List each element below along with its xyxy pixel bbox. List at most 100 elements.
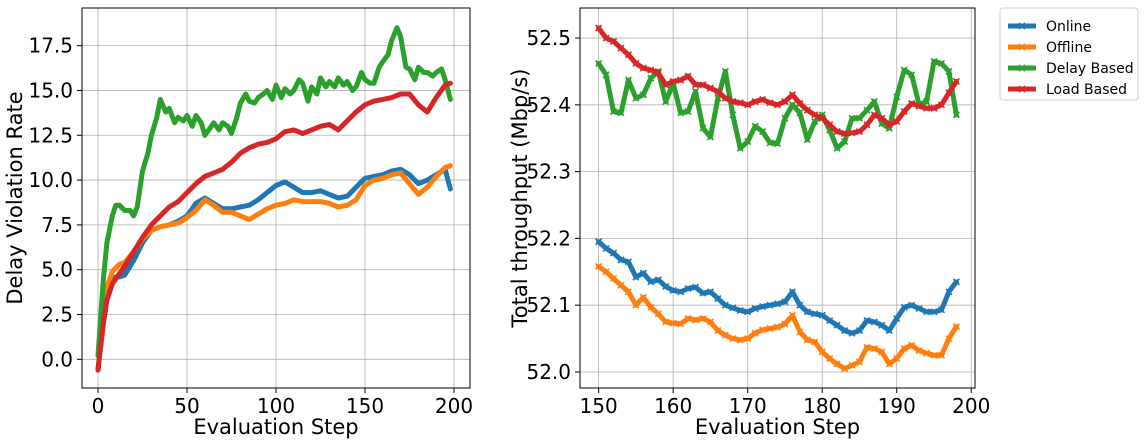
p0-y-tick-label: 7.5: [41, 213, 73, 237]
p1-point-offline: [811, 338, 819, 346]
p1-point-online: [930, 308, 938, 316]
p1-point-online: [952, 278, 960, 286]
p1-point-delay-based: [803, 135, 811, 144]
p1-point-load-based: [878, 114, 886, 122]
p1-point-load-based: [736, 99, 744, 107]
p1-point-offline: [900, 345, 908, 353]
p1-point-delay-based: [855, 114, 864, 122]
p1-point-online: [684, 284, 692, 293]
p1-y-tick-label: 52.0: [526, 360, 571, 384]
p1-point-online: [811, 310, 819, 318]
p1-point-online: [833, 321, 841, 329]
p1-point-delay-based: [721, 67, 729, 76]
p1-point-load-based: [922, 104, 931, 112]
p1-point-load-based: [766, 99, 774, 107]
p1-point-online: [759, 302, 767, 311]
p1-series-line-online: [596, 239, 959, 336]
p1-point-delay-based: [759, 127, 767, 136]
p1-point-delay-based: [870, 97, 878, 106]
p1-point-offline: [937, 351, 946, 359]
p1-point-online: [602, 244, 610, 252]
p1-point-offline: [945, 335, 953, 343]
p1-point-delay-based: [729, 111, 737, 119]
p1-point-online: [609, 249, 618, 257]
p1-point-delay-based: [811, 117, 819, 126]
p1-point-delay-based: [609, 107, 618, 116]
p1-point-load-based: [811, 111, 819, 119]
p1-point-online: [885, 327, 893, 335]
p1-point-load-based: [908, 99, 916, 108]
p1-point-delay-based: [677, 109, 685, 117]
p1-point-offline: [878, 348, 886, 356]
p1-x-tick-label: 180: [803, 394, 841, 418]
p1-point-load-based: [803, 106, 811, 114]
p1-point-load-based: [788, 91, 796, 99]
p1-point-offline: [647, 303, 655, 311]
p1-point-delay-based: [788, 101, 796, 109]
p1-point-load-based: [714, 87, 722, 96]
legend-box: [999, 7, 1139, 101]
p1-point-offline: [870, 345, 878, 353]
p1-point-online: [788, 288, 796, 296]
p1-point-delay-based: [833, 144, 841, 152]
p1-point-delay-based: [602, 71, 610, 79]
legend: Online Offline Delay Based Load Based: [999, 7, 1139, 101]
p1-point-delay-based: [766, 139, 774, 147]
p1-point-delay-based: [624, 76, 633, 84]
p1-point-online: [729, 304, 737, 312]
p1-point-offline: [677, 320, 685, 328]
p1-point-load-based: [952, 77, 960, 86]
p1-point-delay-based: [781, 114, 789, 122]
p1-point-delay-based: [744, 138, 752, 146]
p0-y-tick-label: 0.0: [41, 347, 73, 371]
p0-series-group: [95, 25, 453, 373]
p1-point-delay-based: [773, 140, 782, 148]
p1-point-online: [669, 286, 677, 295]
p1-point-offline: [908, 341, 916, 349]
p1-point-delay-based: [796, 109, 804, 117]
p0-x-tick-label: 50: [174, 394, 199, 418]
p1-point-offline: [930, 351, 938, 359]
p1-point-online: [878, 321, 886, 329]
p1-point-delay-based: [691, 87, 700, 96]
p1-point-online: [893, 314, 901, 323]
p1-point-delay-based: [952, 111, 960, 119]
p1-point-load-based: [684, 72, 692, 80]
p0-series-line-online: [95, 166, 453, 373]
p1-point-offline: [714, 327, 722, 335]
p1-point-delay-based: [930, 57, 938, 65]
p1-point-online: [766, 301, 774, 309]
p1-point-online: [922, 308, 931, 316]
p1-point-delay-based: [639, 91, 647, 99]
p1-point-delay-based: [945, 67, 953, 76]
p1-point-offline: [922, 349, 931, 357]
p1-point-online: [595, 238, 603, 246]
p1-series-group: [595, 24, 960, 373]
p1-point-delay-based: [922, 97, 931, 106]
p1-point-online: [691, 283, 700, 291]
p1-point-offline: [691, 316, 700, 324]
p1-point-online: [945, 288, 953, 296]
p1-point-load-based: [855, 127, 864, 136]
p1-point-offline: [654, 310, 662, 318]
p1-point-online: [647, 278, 655, 286]
p1-point-online: [714, 294, 722, 303]
p1-point-offline: [662, 318, 670, 326]
p1-point-delay-based: [848, 114, 856, 122]
p1-point-online: [915, 304, 923, 313]
p1-point-delay-based: [908, 71, 916, 79]
p1-point-delay-based: [647, 74, 655, 82]
p1-point-load-based: [677, 76, 685, 84]
p0-y-axis-label: Delay Violation Rate: [3, 91, 27, 304]
p1-plot-frame: [579, 7, 976, 389]
p1-point-online: [721, 301, 729, 309]
p0-y-tick-label: 12.5: [28, 123, 73, 147]
p1-point-load-based: [647, 66, 655, 74]
p1-point-online: [870, 318, 878, 326]
p1-point-online: [826, 316, 834, 325]
throughput-chart: 150 160 170 180 190 200 52.0 52.1 52.2 52.3 52.4 52…: [508, 7, 990, 439]
p1-y-tick-label: 52.1: [526, 293, 571, 317]
p1-point-offline: [855, 358, 864, 366]
p1-point-online: [662, 282, 670, 291]
